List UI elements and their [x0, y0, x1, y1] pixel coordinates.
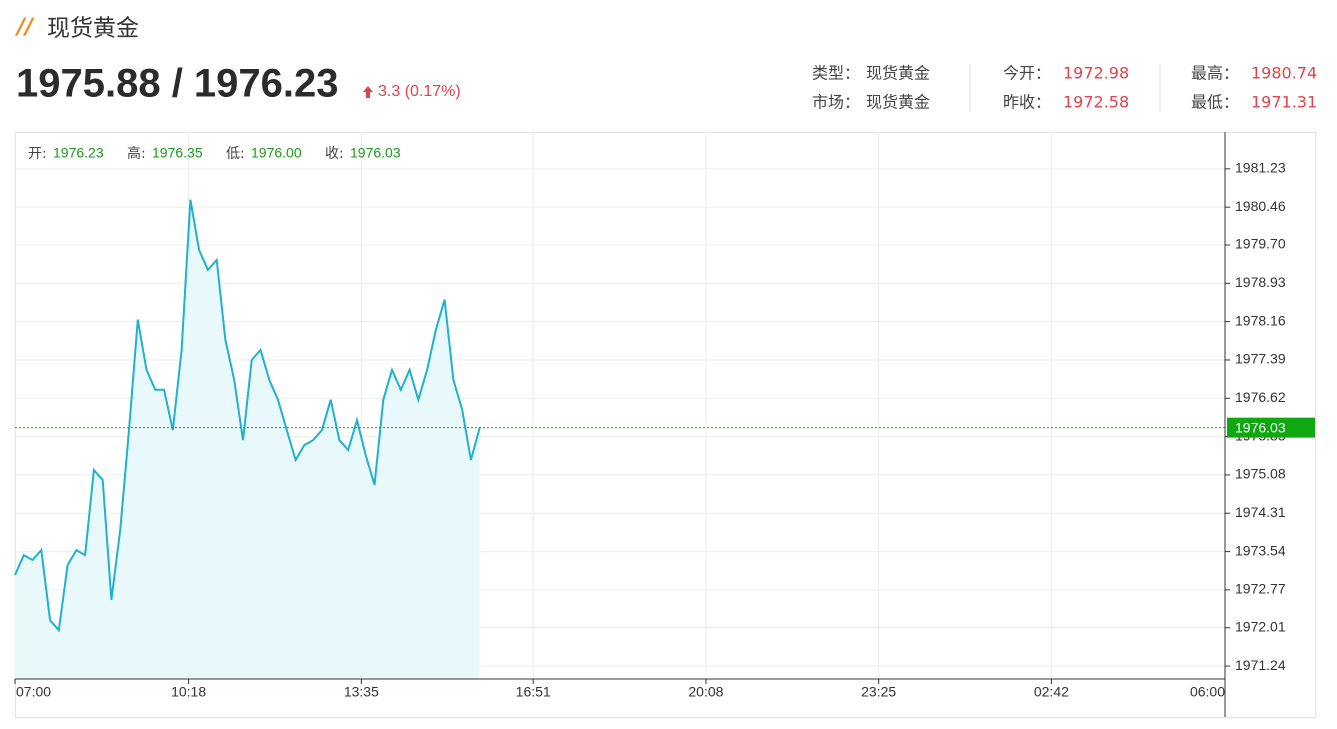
info-label: 今开：	[1003, 64, 1051, 83]
x-tick-label: 02:42	[1034, 684, 1069, 700]
ohlc-value: 1976.23	[53, 145, 104, 161]
y-tick-label: 1971.24	[1235, 657, 1286, 673]
info-label: 市场：	[812, 93, 860, 112]
up-arrow	[363, 86, 373, 98]
x-tick-label: 06:00	[1190, 684, 1225, 700]
y-tick-label: 1978.16	[1235, 312, 1286, 328]
y-tick-label: 1978.93	[1235, 274, 1286, 290]
info-value: 1972.98	[1063, 64, 1129, 83]
x-tick-label: 23:25	[861, 684, 896, 700]
info-value: 1972.58	[1063, 93, 1129, 112]
info-value: 1980.74	[1251, 64, 1317, 83]
info-value: 1971.31	[1251, 93, 1317, 112]
price-change: 3.3 (0.17%)	[378, 83, 461, 100]
ohlc-label: 收:	[325, 146, 344, 162]
y-tick-label: 1975.08	[1235, 466, 1286, 482]
x-tick-label: 13:35	[344, 684, 379, 700]
last-price-label: 1976.03	[1235, 419, 1286, 435]
y-tick-label: 1981.23	[1235, 160, 1286, 176]
ohlc-value: 1976.35	[152, 145, 203, 161]
info-value: 现货黄金	[866, 93, 930, 112]
info-label: 昨收：	[1003, 93, 1051, 112]
y-tick-label: 1980.46	[1235, 198, 1286, 214]
y-tick-label: 1976.62	[1235, 389, 1286, 405]
y-tick-label: 1979.70	[1235, 236, 1286, 252]
info-value: 现货黄金	[866, 64, 930, 83]
last-price-box	[1227, 417, 1315, 438]
price-line	[14, 199, 481, 633]
logo-icon: //	[14, 15, 35, 40]
ohlc-label: 高:	[127, 145, 146, 162]
info-label: 类型：	[812, 64, 860, 83]
info-label: 最低：	[1191, 93, 1239, 112]
x-tick-label: 10:18	[171, 684, 206, 700]
ohlc-value: 1976.00	[251, 145, 302, 161]
y-tick-label: 1973.54	[1235, 542, 1286, 558]
ohlc-label: 低:	[226, 146, 245, 162]
ohlc-label: 开:	[28, 146, 47, 162]
y-tick-label: 1974.31	[1235, 504, 1286, 520]
x-tick-label: 16:51	[516, 684, 551, 700]
price: 1975.88 / 1976.23	[16, 62, 339, 106]
info-label: 最高：	[1191, 64, 1239, 83]
y-tick-label: 1972.77	[1235, 581, 1286, 597]
x-tick-label: 07:00	[16, 684, 51, 700]
y-tick-label: 1977.39	[1235, 351, 1286, 367]
page-title: 现货黄金	[47, 16, 139, 42]
x-tick-label: 20:08	[688, 684, 723, 700]
area-fill	[15, 199, 480, 679]
y-tick-label: 1972.01	[1235, 618, 1286, 634]
ohlc-value: 1976.03	[350, 145, 401, 161]
